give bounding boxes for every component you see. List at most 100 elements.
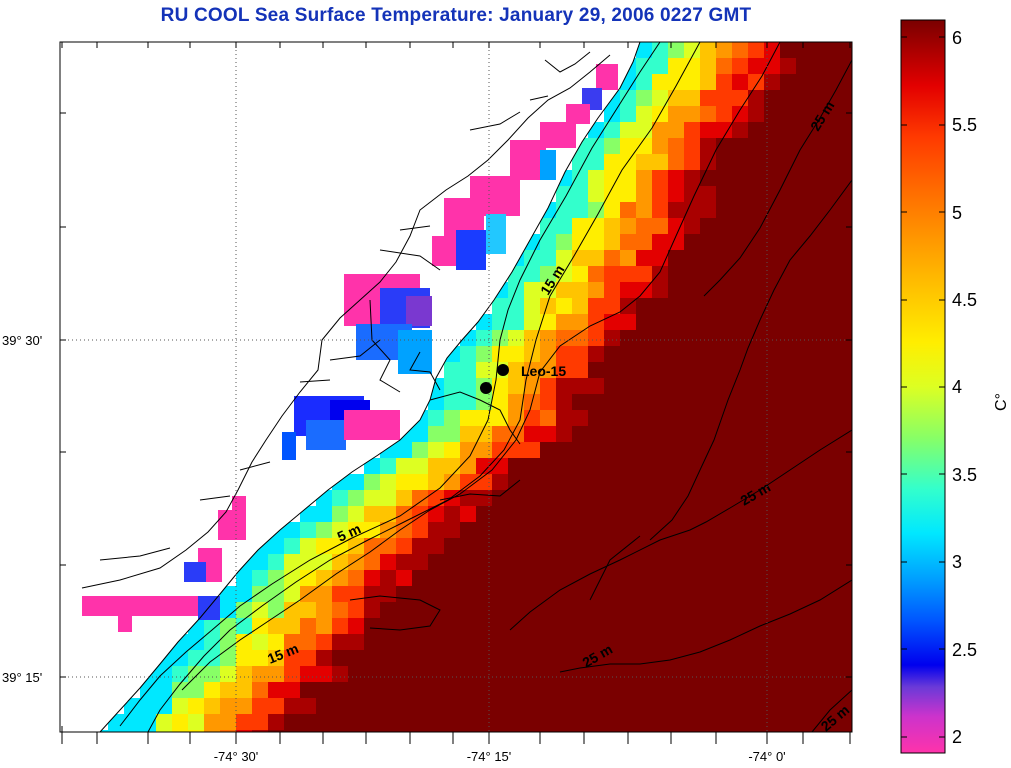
coastline xyxy=(81,42,641,732)
sst-cell xyxy=(812,266,829,283)
sst-cell xyxy=(652,154,669,171)
sst-cell xyxy=(444,362,461,379)
sst-cell xyxy=(652,682,669,699)
sst-cell xyxy=(284,698,301,715)
sst-cell xyxy=(252,682,269,699)
sst-cell xyxy=(844,346,852,363)
sst-cell xyxy=(748,42,765,59)
sst-cell xyxy=(716,314,733,331)
sst-cell xyxy=(700,234,717,251)
sst-cell xyxy=(716,394,733,411)
sst-cell xyxy=(572,426,589,443)
sst-cell xyxy=(524,698,541,715)
sst-cell xyxy=(668,74,685,91)
sst-cell xyxy=(620,378,637,395)
sst-cell xyxy=(604,106,621,123)
sst-cell xyxy=(716,586,733,603)
sst-cell xyxy=(780,458,797,475)
sst-cell xyxy=(556,570,573,587)
sst-cell xyxy=(588,362,605,379)
sst-cell xyxy=(380,602,397,619)
sst-cell xyxy=(780,234,797,251)
sst-cell xyxy=(380,586,397,603)
sst-cell xyxy=(716,682,733,699)
sst-cell xyxy=(748,186,765,203)
sst-cell xyxy=(780,202,797,219)
sst-cell xyxy=(844,266,852,283)
sst-cell xyxy=(764,714,781,731)
sst-cell xyxy=(540,410,557,427)
sst-cell xyxy=(668,602,685,619)
sst-cell xyxy=(732,618,749,635)
sst-cell xyxy=(220,714,237,731)
sst-cell xyxy=(620,266,637,283)
sst-cell xyxy=(476,442,493,459)
sst-cell xyxy=(780,730,797,732)
sst-cell xyxy=(396,490,413,507)
sst-cell xyxy=(604,730,621,732)
sst-cell xyxy=(684,586,701,603)
sst-cell xyxy=(604,698,621,715)
sst-cell xyxy=(652,474,669,491)
sst-cell xyxy=(828,538,845,555)
sst-cell xyxy=(492,602,509,619)
sst-cell xyxy=(316,714,333,731)
sst-cell xyxy=(620,314,637,331)
sst-cell xyxy=(396,570,413,587)
sst-cell xyxy=(524,330,541,347)
sst-cell xyxy=(444,538,461,555)
sst-cell xyxy=(668,170,685,187)
sst-cell xyxy=(652,186,669,203)
sst-cell xyxy=(812,490,829,507)
sst-cell xyxy=(604,378,621,395)
sst-cell xyxy=(572,170,589,187)
sst-cell xyxy=(796,266,813,283)
sst-cell xyxy=(412,698,429,715)
sst-cell xyxy=(252,698,269,715)
sst-cell xyxy=(780,74,797,91)
sst-cell xyxy=(764,602,781,619)
sst-cell xyxy=(124,730,141,732)
sst-cell xyxy=(684,410,701,427)
sst-cell xyxy=(716,234,733,251)
sst-cell xyxy=(604,122,621,139)
sst-cell xyxy=(572,186,589,203)
sst-cell xyxy=(524,554,541,571)
sst-cell xyxy=(780,474,797,491)
sst-cell xyxy=(652,714,669,731)
sst-cell xyxy=(684,474,701,491)
sst-cell xyxy=(764,250,781,267)
sst-cell xyxy=(444,666,461,683)
sst-cell xyxy=(844,106,852,123)
sst-cell xyxy=(444,442,461,459)
sst-cell xyxy=(652,330,669,347)
sst-cell xyxy=(252,730,269,732)
sst-cell xyxy=(796,186,813,203)
sst-cell xyxy=(556,346,573,363)
sst-cell xyxy=(620,186,637,203)
sst-cell xyxy=(348,650,365,667)
sst-cell xyxy=(828,42,845,59)
sst-cell xyxy=(236,570,253,587)
sst-cell xyxy=(236,586,253,603)
sst-cell xyxy=(828,106,845,123)
sst-cell xyxy=(652,58,669,75)
sst-cell xyxy=(828,74,845,91)
sst-cell xyxy=(540,426,557,443)
sst-cell xyxy=(380,634,397,651)
sst-cell xyxy=(492,618,509,635)
sst-cell xyxy=(812,682,829,699)
sst-cell xyxy=(812,58,829,75)
sst-cell xyxy=(636,458,653,475)
sst-cell xyxy=(684,330,701,347)
y-tick-label-2: 39° 15' xyxy=(2,670,42,685)
sst-cell xyxy=(764,266,781,283)
sst-cell xyxy=(348,634,365,651)
sst-cell xyxy=(700,554,717,571)
sst-cell xyxy=(844,426,852,443)
sst-cell xyxy=(764,538,781,555)
sst-cell xyxy=(812,346,829,363)
sst-cell xyxy=(476,538,493,555)
sst-cell xyxy=(812,458,829,475)
sst-cell xyxy=(412,618,429,635)
